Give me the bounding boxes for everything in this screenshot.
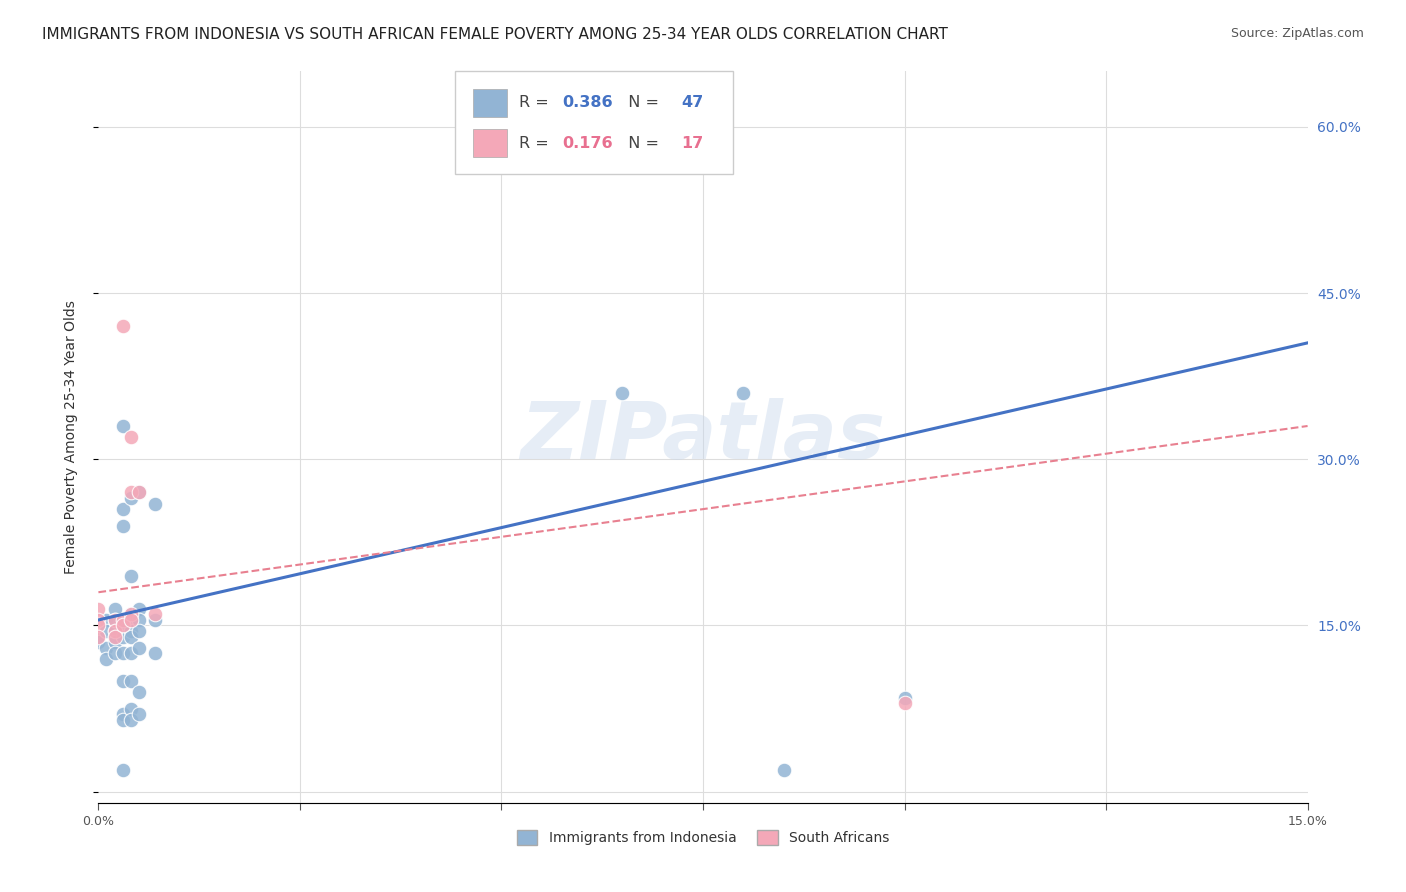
Point: [103, 630, 125, 644]
Point: [120, 646, 142, 660]
Point: [87, 630, 110, 644]
Point: [733, 385, 755, 400]
Point: [111, 502, 134, 516]
FancyBboxPatch shape: [456, 71, 734, 174]
Text: N =: N =: [619, 136, 665, 151]
Point: [96, 624, 118, 638]
Text: 17: 17: [682, 136, 703, 151]
Text: N =: N =: [619, 95, 665, 111]
Point: [111, 613, 134, 627]
Point: [103, 624, 125, 638]
Text: ZIPatlas: ZIPatlas: [520, 398, 886, 476]
Point: [128, 640, 150, 655]
Point: [120, 613, 142, 627]
Point: [103, 613, 125, 627]
Point: [120, 713, 142, 727]
Text: 0.386: 0.386: [562, 95, 613, 111]
Point: [87, 613, 110, 627]
Point: [772, 763, 794, 777]
Point: [96, 651, 118, 665]
Text: 0.176: 0.176: [562, 136, 613, 151]
Point: [103, 624, 125, 638]
Point: [143, 613, 166, 627]
Point: [120, 485, 142, 500]
Point: [111, 713, 134, 727]
Point: [128, 485, 150, 500]
Point: [111, 613, 134, 627]
Point: [103, 613, 125, 627]
Point: [120, 607, 142, 622]
Point: [120, 430, 142, 444]
Point: [111, 419, 134, 434]
Point: [103, 646, 125, 660]
Y-axis label: Female Poverty Among 25-34 Year Olds: Female Poverty Among 25-34 Year Olds: [63, 300, 77, 574]
Point: [87, 635, 110, 649]
Point: [128, 685, 150, 699]
Point: [111, 763, 134, 777]
Point: [128, 485, 150, 500]
Point: [128, 707, 150, 722]
Point: [111, 630, 134, 644]
Point: [893, 690, 915, 705]
Point: [111, 646, 134, 660]
Point: [87, 602, 110, 616]
Text: R =: R =: [519, 136, 554, 151]
Point: [893, 696, 915, 710]
Point: [120, 613, 142, 627]
Point: [120, 673, 142, 688]
Point: [111, 319, 134, 334]
Point: [96, 613, 118, 627]
Point: [103, 635, 125, 649]
Point: [120, 624, 142, 638]
Point: [111, 618, 134, 632]
Point: [120, 491, 142, 505]
Point: [120, 607, 142, 622]
Point: [96, 640, 118, 655]
FancyBboxPatch shape: [474, 89, 508, 117]
Point: [111, 707, 134, 722]
Point: [128, 602, 150, 616]
Text: IMMIGRANTS FROM INDONESIA VS SOUTH AFRICAN FEMALE POVERTY AMONG 25-34 YEAR OLDS : IMMIGRANTS FROM INDONESIA VS SOUTH AFRIC…: [42, 27, 948, 42]
Point: [120, 568, 142, 582]
FancyBboxPatch shape: [474, 129, 508, 157]
Point: [103, 630, 125, 644]
Point: [612, 385, 634, 400]
Text: R =: R =: [519, 95, 554, 111]
Text: 47: 47: [682, 95, 703, 111]
Point: [120, 701, 142, 715]
Point: [87, 618, 110, 632]
Point: [111, 618, 134, 632]
Text: Source: ZipAtlas.com: Source: ZipAtlas.com: [1230, 27, 1364, 40]
Point: [103, 602, 125, 616]
Legend: Immigrants from Indonesia, South Africans: Immigrants from Indonesia, South African…: [510, 825, 896, 851]
Point: [111, 673, 134, 688]
Point: [143, 497, 166, 511]
Point: [143, 646, 166, 660]
Point: [120, 630, 142, 644]
Point: [111, 518, 134, 533]
Point: [87, 630, 110, 644]
Point: [143, 607, 166, 622]
Point: [128, 624, 150, 638]
Point: [128, 613, 150, 627]
